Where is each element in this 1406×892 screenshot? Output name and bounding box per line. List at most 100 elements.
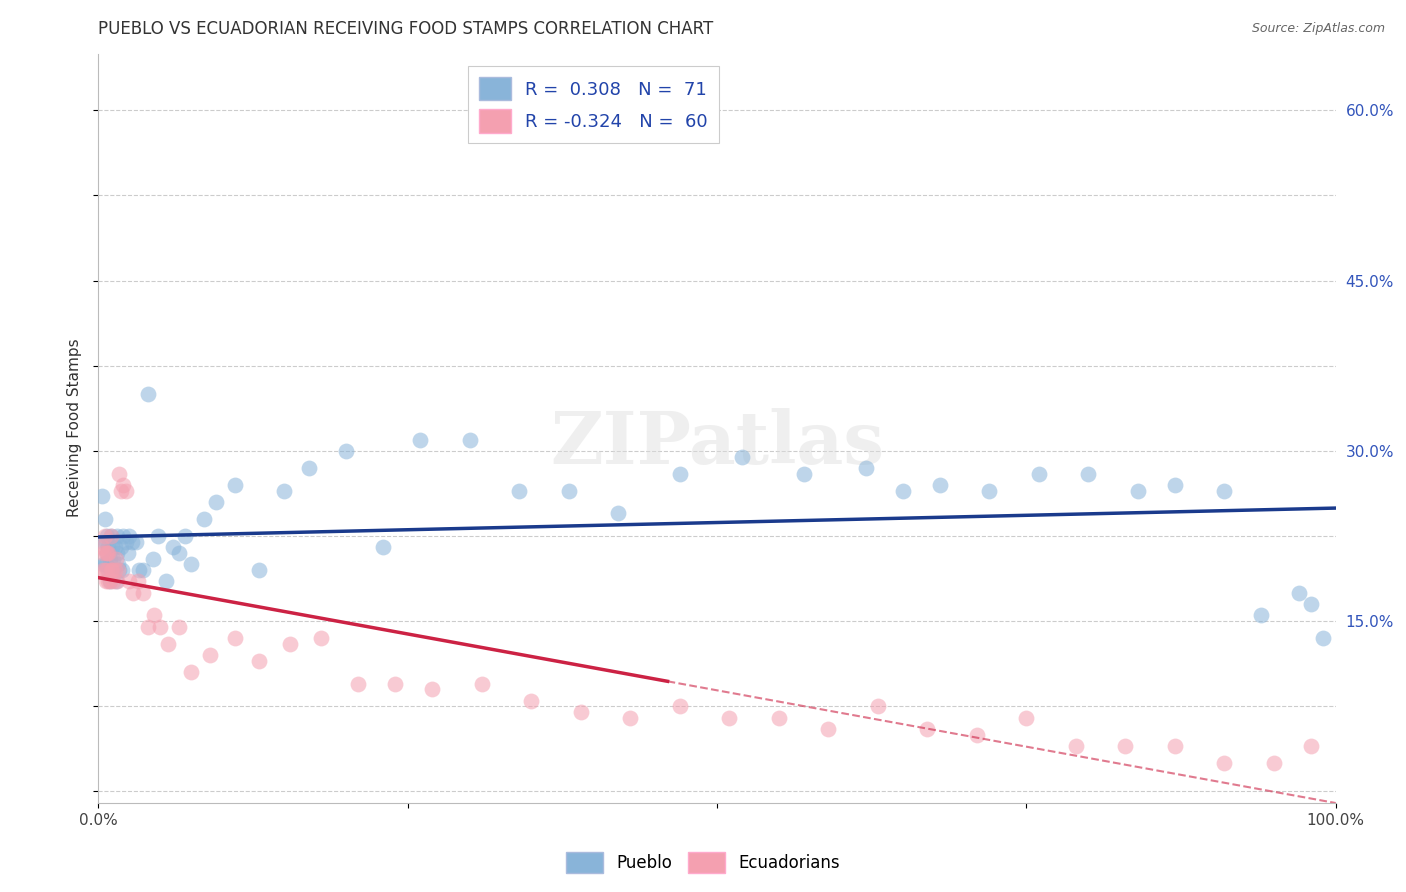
Point xyxy=(105,574,128,589)
Point xyxy=(1015,711,1038,725)
Point xyxy=(731,450,754,464)
Point xyxy=(93,563,115,577)
Point xyxy=(98,551,121,566)
Point xyxy=(167,546,190,560)
Point xyxy=(1213,756,1236,770)
Point xyxy=(1312,631,1334,645)
Point xyxy=(928,478,950,492)
Point xyxy=(118,529,141,543)
Point xyxy=(100,529,122,543)
Point xyxy=(108,563,131,577)
Point xyxy=(94,546,117,560)
Point xyxy=(97,574,120,589)
Point xyxy=(136,387,159,401)
Point xyxy=(93,558,115,572)
Point xyxy=(132,563,155,577)
Point xyxy=(132,586,155,600)
Point xyxy=(979,483,1001,498)
Point xyxy=(520,693,543,707)
Legend: R =  0.308   N =  71, R = -0.324   N =  60: R = 0.308 N = 71, R = -0.324 N = 60 xyxy=(468,66,718,144)
Point xyxy=(335,443,357,458)
Point xyxy=(105,546,128,560)
Point xyxy=(298,461,321,475)
Point xyxy=(309,631,332,645)
Point xyxy=(247,563,270,577)
Point xyxy=(104,551,127,566)
Point xyxy=(128,563,150,577)
Point xyxy=(155,574,177,589)
Point xyxy=(669,467,692,481)
Point xyxy=(422,682,444,697)
Point xyxy=(103,563,125,577)
Point xyxy=(104,574,127,589)
Point xyxy=(1064,739,1087,753)
Point xyxy=(224,478,246,492)
Point xyxy=(347,676,370,690)
Point xyxy=(247,654,270,668)
Y-axis label: Receiving Food Stamps: Receiving Food Stamps xyxy=(67,339,83,517)
Point xyxy=(98,574,121,589)
Point xyxy=(174,529,197,543)
Point xyxy=(180,558,202,572)
Point xyxy=(136,620,159,634)
Point xyxy=(1288,586,1310,600)
Point xyxy=(107,558,129,572)
Point xyxy=(93,558,115,572)
Point xyxy=(409,433,432,447)
Point xyxy=(112,529,135,543)
Point xyxy=(855,461,877,475)
Point xyxy=(966,728,988,742)
Point xyxy=(121,534,143,549)
Point xyxy=(718,711,741,725)
Point xyxy=(142,551,165,566)
Point xyxy=(1299,739,1322,753)
Point xyxy=(557,483,579,498)
Point xyxy=(103,574,125,589)
Point xyxy=(93,529,115,543)
Point xyxy=(105,529,128,543)
Point xyxy=(122,586,145,600)
Point xyxy=(167,620,190,634)
Point xyxy=(143,608,166,623)
Point xyxy=(97,541,120,555)
Point xyxy=(111,563,134,577)
Point xyxy=(117,546,139,560)
Point xyxy=(91,489,114,503)
Point xyxy=(93,512,115,526)
Point xyxy=(793,467,815,481)
Point xyxy=(97,546,120,560)
Point xyxy=(607,506,630,520)
Point xyxy=(114,483,136,498)
Text: PUEBLO VS ECUADORIAN RECEIVING FOOD STAMPS CORRELATION CHART: PUEBLO VS ECUADORIAN RECEIVING FOOD STAM… xyxy=(98,21,714,38)
Point xyxy=(917,722,939,736)
Text: Source: ZipAtlas.com: Source: ZipAtlas.com xyxy=(1251,22,1385,36)
Point xyxy=(193,512,215,526)
Point xyxy=(198,648,221,663)
Point xyxy=(1213,483,1236,498)
Point xyxy=(94,558,117,572)
Point xyxy=(458,433,481,447)
Point xyxy=(93,546,115,560)
Point xyxy=(768,711,790,725)
Point xyxy=(100,563,122,577)
Point xyxy=(669,699,692,714)
Point xyxy=(384,676,406,690)
Point xyxy=(94,534,117,549)
Point xyxy=(110,541,132,555)
Point xyxy=(1299,597,1322,611)
Text: ZIPatlas: ZIPatlas xyxy=(550,408,884,479)
Point xyxy=(1126,483,1149,498)
Point xyxy=(91,541,114,555)
Point xyxy=(127,574,149,589)
Point xyxy=(96,563,118,577)
Point xyxy=(100,563,122,577)
Point xyxy=(94,574,117,589)
Point xyxy=(97,563,120,577)
Point xyxy=(569,705,592,719)
Point xyxy=(96,546,118,560)
Point xyxy=(1028,467,1050,481)
Point xyxy=(100,529,122,543)
Point xyxy=(98,574,121,589)
Point xyxy=(371,541,394,555)
Point xyxy=(149,620,172,634)
